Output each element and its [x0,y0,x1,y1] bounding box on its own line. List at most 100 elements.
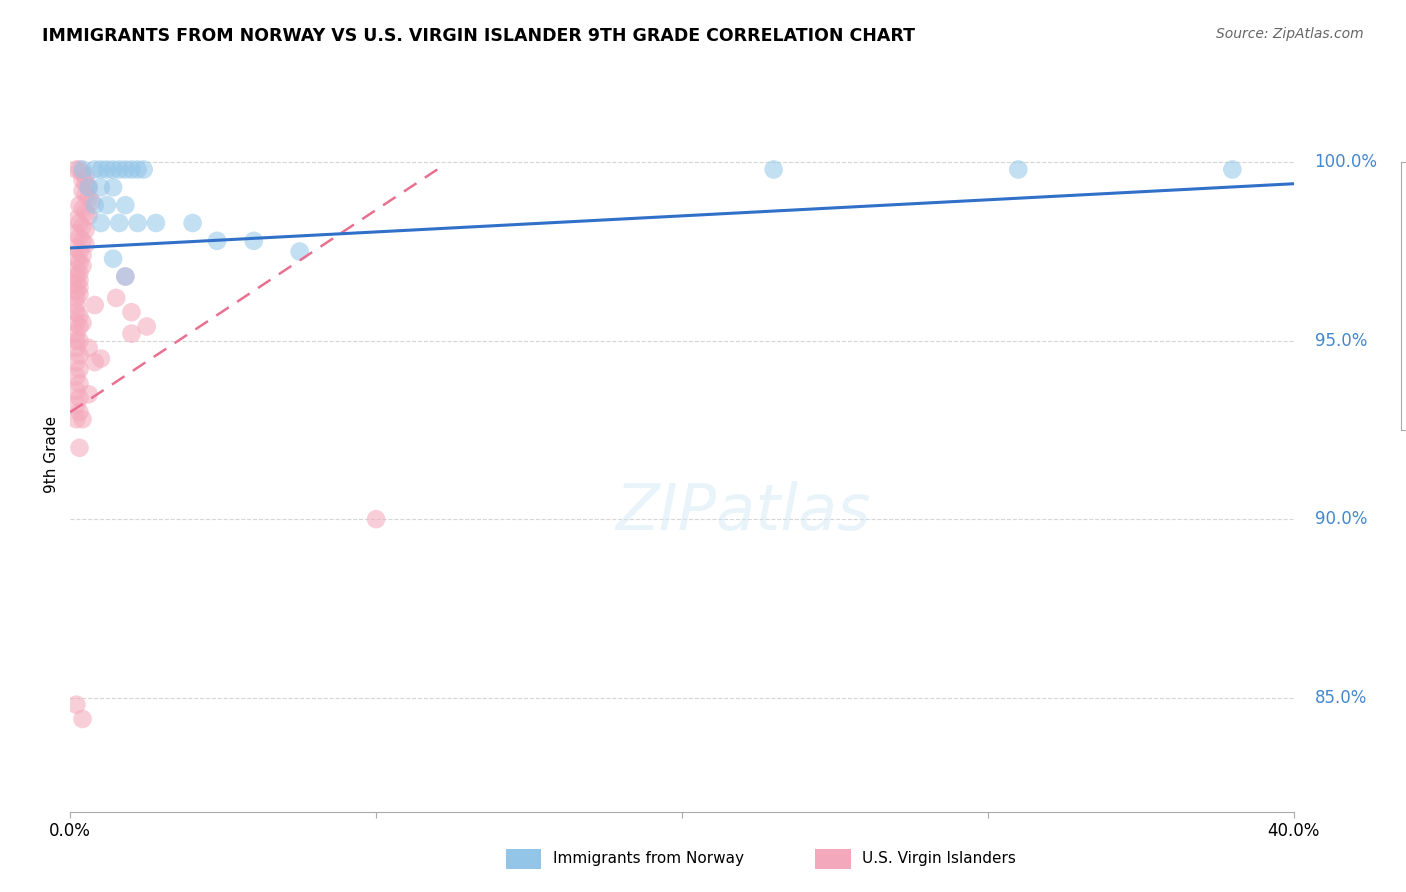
Point [96,198,118,212]
Point [96,162,118,177]
Point [132,162,155,177]
Text: Immigrants from Norway: Immigrants from Norway [553,852,744,866]
Point [65,241,87,255]
Point [72,166,94,180]
Point [65,341,87,355]
Text: Source: ZipAtlas.com: Source: ZipAtlas.com [1216,27,1364,41]
Point [127,162,149,177]
Point [77,209,100,223]
Point [72,248,94,262]
Point [69,244,91,259]
Point [121,305,143,319]
Text: IMMIGRANTS FROM NORWAY VS U.S. VIRGIN ISLANDER 9TH GRADE CORRELATION CHART: IMMIGRANTS FROM NORWAY VS U.S. VIRGIN IS… [42,27,915,45]
Text: 85.0%: 85.0% [1315,689,1367,706]
Point [75,187,97,202]
Point [65,316,87,330]
Point [69,348,91,362]
Point [65,277,87,291]
Text: ZIPatlas: ZIPatlas [616,481,870,543]
Point [114,269,136,284]
Point [65,252,87,266]
Point [65,227,87,241]
Point [135,319,157,334]
Point [65,398,87,412]
Point [72,316,94,330]
Point [114,198,136,212]
Point [101,180,124,194]
Point [65,326,87,341]
Text: 95.0%: 95.0% [1315,332,1367,350]
Point [243,234,266,248]
Point [65,305,87,319]
Point [65,262,87,277]
Point [69,280,91,294]
Point [65,269,87,284]
Point [69,391,91,405]
Point [127,216,149,230]
Point [1007,162,1029,177]
Point [69,230,91,244]
Point [1220,162,1243,177]
Text: 90.0%: 90.0% [1315,510,1367,528]
Point [72,412,94,426]
Point [65,698,87,712]
Point [69,441,91,455]
Point [288,244,311,259]
Point [114,269,136,284]
Point [90,351,112,366]
Point [75,177,97,191]
Point [80,194,103,209]
Point [83,198,105,212]
Point [65,334,87,348]
Point [72,712,94,726]
Point [65,162,87,177]
Point [90,216,112,230]
Point [75,169,97,184]
Point [77,180,100,194]
Point [108,216,131,230]
Point [90,162,112,177]
Y-axis label: 9th Grade: 9th Grade [44,417,59,493]
Point [69,334,91,348]
Point [762,162,785,177]
Point [72,173,94,187]
Point [72,259,94,273]
Point [69,319,91,334]
Point [145,216,167,230]
Point [108,162,131,177]
Point [75,237,97,252]
Point [77,191,100,205]
Point [69,362,91,376]
Point [101,252,124,266]
Text: U.S. Virgin Islanders: U.S. Virgin Islanders [862,852,1015,866]
Text: 100.0%: 100.0% [1315,153,1378,171]
Point [121,326,143,341]
Point [121,162,143,177]
Point [69,255,91,269]
Point [72,234,94,248]
Point [69,162,91,177]
Point [72,219,94,234]
Point [83,298,105,312]
Point [65,284,87,298]
Point [65,355,87,369]
Point [69,198,91,212]
Point [65,412,87,426]
Point [72,184,94,198]
Point [72,202,94,216]
Point [83,162,105,177]
Point [65,369,87,384]
Point [90,180,112,194]
Point [69,287,91,301]
Point [181,216,204,230]
Point [77,387,100,401]
Point [105,291,128,305]
Point [69,405,91,419]
Point [69,376,91,391]
Point [69,266,91,280]
Point [205,234,228,248]
Point [72,162,94,177]
Point [65,291,87,305]
Point [65,212,87,227]
Point [69,216,91,230]
